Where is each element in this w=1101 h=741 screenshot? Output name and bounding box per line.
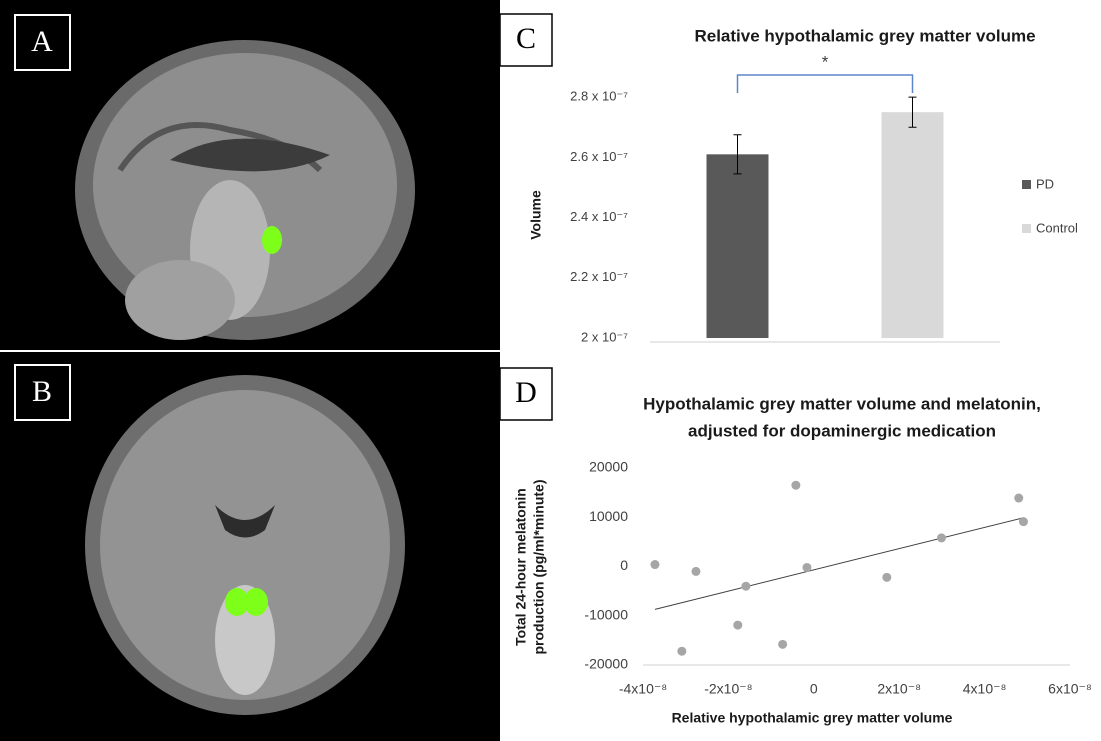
bar xyxy=(882,112,944,338)
x-tick-label: 4x10⁻⁸ xyxy=(963,681,1007,697)
figure: A B C D Relative hypothalamic grey matte… xyxy=(0,0,1101,741)
legend-swatch xyxy=(1022,224,1031,233)
panel-label: B xyxy=(32,375,52,408)
point xyxy=(733,621,742,630)
point xyxy=(741,582,750,591)
trendline xyxy=(655,518,1024,610)
point xyxy=(937,533,946,542)
legend-label: PD xyxy=(1036,176,1054,191)
point xyxy=(650,560,659,569)
y-axis-label: production (pg/ml*minute) xyxy=(531,480,547,655)
y-axis-label: Total 24-hour melatonin xyxy=(513,488,529,646)
y-tick-label: -10000 xyxy=(584,606,628,622)
x-tick-label: -2x10⁻⁸ xyxy=(704,681,752,697)
point xyxy=(691,567,700,576)
y-axis-label: Volume xyxy=(528,190,544,240)
point xyxy=(1014,494,1023,503)
point xyxy=(677,647,686,656)
y-tick-label: -20000 xyxy=(584,656,628,672)
x-tick-label: 0 xyxy=(810,681,818,697)
chart-title: adjusted for dopaminergic medication xyxy=(688,421,996,440)
panel-label: D xyxy=(515,376,537,409)
y-tick-label: 0 xyxy=(620,557,628,573)
x-axis-label: Relative hypothalamic grey matter volume xyxy=(672,710,953,726)
panel-label: C xyxy=(516,22,536,55)
mri-coronal xyxy=(0,352,500,741)
panel-label: A xyxy=(31,25,53,58)
point xyxy=(802,563,811,572)
point xyxy=(791,481,800,490)
x-tick-label: 6x10⁻⁸ xyxy=(1048,681,1092,697)
y-tick-label: 20000 xyxy=(589,459,628,475)
legend-label: Control xyxy=(1036,220,1078,235)
y-tick-label: 2.4 x 10⁻⁷ xyxy=(570,209,628,224)
y-tick-label: 2.2 x 10⁻⁷ xyxy=(570,269,628,284)
y-tick-label: 2.6 x 10⁻⁷ xyxy=(570,149,628,164)
chart-title: Relative hypothalamic grey matter volume xyxy=(694,26,1035,45)
mri-sagittal xyxy=(0,0,500,350)
y-tick-label: 2 x 10⁻⁷ xyxy=(581,329,628,344)
x-tick-label: -4x10⁻⁸ xyxy=(619,681,667,697)
y-tick-label: 2.8 x 10⁻⁷ xyxy=(570,89,628,104)
bar xyxy=(707,154,769,338)
legend-swatch xyxy=(1022,180,1031,189)
point xyxy=(778,640,787,649)
y-tick-label: 10000 xyxy=(589,508,628,524)
significance-label: * xyxy=(822,52,829,71)
x-tick-label: 2x10⁻⁸ xyxy=(877,681,921,697)
significance-bracket xyxy=(738,75,913,93)
point xyxy=(1019,517,1028,526)
chart-title: Hypothalamic grey matter volume and mela… xyxy=(643,394,1041,413)
point xyxy=(882,573,891,582)
